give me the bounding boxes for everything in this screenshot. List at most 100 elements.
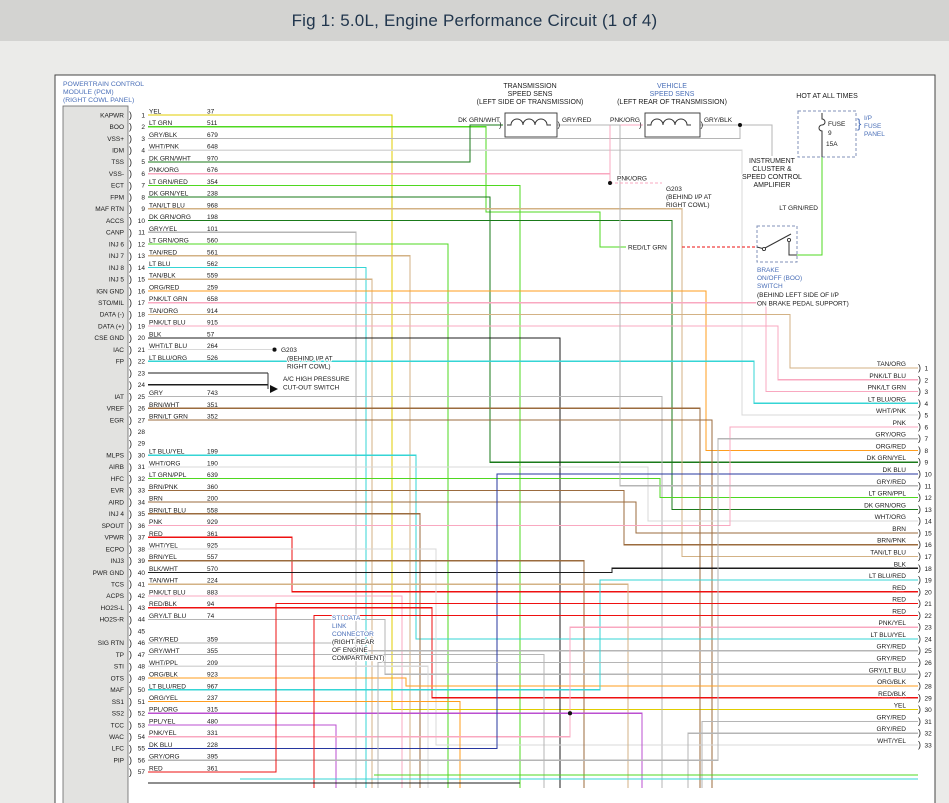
wire-pin-46 [148, 642, 918, 652]
fuse-panel-label: FUSE [864, 123, 882, 130]
wire-pin-48 [148, 665, 429, 788]
wire-pin-32 [148, 478, 918, 499]
pin-number: 2 [141, 124, 145, 131]
wire-color-label: TAN/ORG [149, 308, 178, 315]
right-pin-bracket: ) [918, 516, 921, 526]
pcm-signal-label: HO2S-R [99, 617, 124, 624]
circuit-number: 968 [207, 202, 218, 209]
trans-sensor-title: (LEFT SIDE OF TRANSMISSION) [477, 99, 584, 106]
brake-switch-blade [764, 233, 792, 249]
pcm-signal-label: VSS+ [107, 136, 124, 143]
pcm-signal-label: INJ 4 [109, 511, 125, 518]
pin-bracket: ) [129, 298, 132, 308]
right-pin-number: 12 [925, 495, 933, 502]
pin-number: 30 [138, 452, 146, 459]
pin-bracket: ) [129, 403, 132, 413]
pcm-signal-label: EGR [110, 417, 124, 424]
right-pin-number: 16 [925, 542, 933, 549]
wire-color-label: LT GRN/RED [779, 205, 818, 212]
wire-pin-53 [148, 724, 337, 788]
fuse-panel-label: I/P [864, 115, 872, 122]
right-pin-number: 10 [925, 472, 933, 479]
right-pin-bracket: ) [918, 563, 921, 573]
pcm-signal-label: INJ 8 [109, 265, 125, 272]
pin-bracket: ) [129, 427, 132, 437]
pin-number: 18 [138, 312, 146, 319]
pcm-signal-label: IAC [113, 347, 124, 354]
circuit-number: 264 [207, 343, 218, 350]
wire-color-label: TAN/BLK [149, 273, 176, 280]
pcm-signal-label: ACPS [106, 593, 124, 600]
right-pin-bracket: ) [918, 692, 921, 702]
wire-color-label: TAN/LT BLU [149, 202, 185, 209]
pcm-signal-label: INJ3 [111, 558, 125, 565]
wire-pin-47 [148, 653, 545, 788]
wire-color-label: WHT/LT BLU [149, 343, 187, 350]
pin-bracket: ) [129, 157, 132, 167]
pcm-signal-label: DATA (-) [100, 312, 124, 319]
pin-number: 16 [138, 288, 146, 295]
wire-color-label: BRN [149, 496, 163, 503]
wire-pin-50 [148, 579, 918, 691]
wire-color-label: GRY/ORG [149, 754, 180, 761]
wire-color-label: GRY/YEL [149, 226, 177, 233]
right-wire-color-label: RED [892, 608, 906, 615]
right-pin-bracket: ) [918, 586, 921, 596]
pcm-signal-label: STO/MIL [98, 300, 124, 307]
wire-color-label: RED [149, 531, 163, 538]
fuse-panel-label: PANEL [864, 131, 885, 138]
right-pin-number: 21 [925, 601, 933, 608]
right-pin-number: 31 [925, 719, 933, 726]
pcm-signal-label: WAC [109, 734, 124, 741]
wire-color-label: GRY/WHT [149, 648, 180, 655]
circuit-number: 562 [207, 261, 218, 268]
wire-color-label: WHT/PPL [149, 660, 178, 667]
wire-pin-26 [148, 407, 701, 788]
right-pin-bracket: ) [918, 386, 921, 396]
pin-bracket: ) [129, 579, 132, 589]
wire-pin-6 [148, 124, 643, 175]
wire-pin-8 [148, 196, 918, 463]
pin-bracket: ) [129, 708, 132, 718]
pcm-signal-label: CSE GND [94, 335, 124, 342]
pin-number: 5 [141, 159, 145, 166]
wire-color-label: BLK/WHT [149, 566, 178, 573]
pin-bracket: ) [129, 697, 132, 707]
wire-color-label: PNK/ORG [610, 117, 640, 124]
wire-pin-35 [148, 513, 421, 788]
pin-bracket: ) [129, 380, 132, 390]
right-pin-number: 19 [925, 578, 933, 585]
wire-color-label: PNK/LT GRN [149, 296, 188, 303]
pcm-signal-label: SS2 [112, 711, 125, 718]
pcm-signal-label: LFC [112, 746, 125, 753]
right-pin-bracket: ) [918, 410, 921, 420]
circuit-number: 570 [207, 566, 218, 573]
pin-number: 34 [138, 499, 146, 506]
pin-number: 46 [138, 640, 146, 647]
circuit-number: 359 [207, 636, 218, 643]
right-pin-number: 27 [925, 672, 933, 679]
pin-number: 33 [138, 488, 146, 495]
right-pin-bracket: ) [918, 598, 921, 608]
vehicle-sensor-title: SPEED SENS [650, 91, 695, 98]
right-wire-color-label: TAN/LT BLU [870, 549, 906, 556]
pin-bracket: ) [129, 474, 132, 484]
pcm-signal-label: FP [116, 359, 124, 366]
right-pin-bracket: ) [918, 610, 921, 620]
wire-extra-2 [797, 157, 823, 256]
pcm-signal-label: SPOUT [102, 523, 124, 530]
pin-bracket: ) [129, 145, 132, 155]
pin-number: 44 [138, 617, 146, 624]
pin-number: 14 [138, 265, 146, 272]
trans-sensor-title: SPEED SENS [508, 91, 553, 98]
wire-color-label: TAN/WHT [149, 578, 178, 585]
right-wire-color-label: DK BLU [883, 467, 907, 474]
pin-number: 43 [138, 605, 146, 612]
right-pin-number: 25 [925, 648, 933, 655]
pcm-signal-label: FPM [110, 194, 124, 201]
fuse-number: 9 [828, 130, 832, 137]
g203-label: RIGHT COWL) [666, 202, 710, 209]
pin-bracket: ) [129, 521, 132, 531]
pin-number: 21 [138, 347, 146, 354]
right-wire-color-label: RED/BLK [878, 691, 906, 698]
